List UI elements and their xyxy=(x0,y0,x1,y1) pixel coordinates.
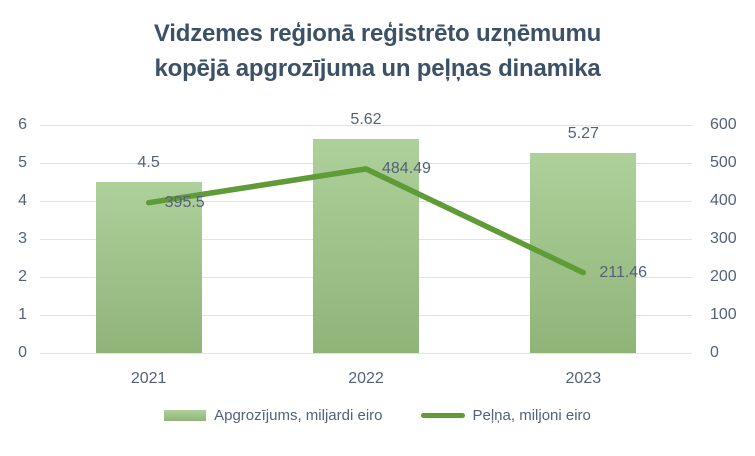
chart-title-line1: Vidzemes reģionā reģistrēto uzņēmumu xyxy=(153,20,602,47)
bar-data-label: 5.27 xyxy=(567,124,599,142)
legend-item-line-series: Peļņa, miljoni eiro xyxy=(420,407,591,424)
bar-data-label: 4.5 xyxy=(137,154,160,171)
right-axis-tick-label: 0 xyxy=(710,344,719,361)
bar-data-label: 5.62 xyxy=(350,111,382,129)
gridline xyxy=(40,124,692,126)
left-axis-tick-label: 3 xyxy=(18,230,27,247)
legend-label-bar-series: Apgrozījums, miljardi eiro xyxy=(214,407,383,424)
left-axis-tick-label: 2 xyxy=(18,268,27,285)
line-data-label: 484.49 xyxy=(382,159,431,177)
x-axis-label: 2023 xyxy=(565,370,602,387)
right-axis-tick-label: 200 xyxy=(710,268,737,285)
right-axis-tick-label: 300 xyxy=(710,230,737,247)
left-axis-tick-label: 0 xyxy=(18,344,27,361)
gridline xyxy=(40,352,692,354)
x-axis-label: 2022 xyxy=(348,370,384,387)
line-series-swatch-icon xyxy=(420,413,465,418)
line-data-label: 395.5 xyxy=(164,193,205,211)
legend-label-line-series: Peļņa, miljoni eiro xyxy=(472,407,591,424)
bar-2023 xyxy=(530,152,637,353)
right-axis-tick-label: 600 xyxy=(710,116,737,133)
left-axis-tick-label: 5 xyxy=(18,154,27,171)
left-axis-tick-label: 4 xyxy=(18,192,27,209)
left-axis-tick-label: 6 xyxy=(18,116,27,133)
left-axis-tick-label: 1 xyxy=(18,306,27,323)
legend: Apgrozījums, miljardi eiro Peļņa, miljon… xyxy=(0,407,755,424)
legend-item-bar-series: Apgrozījums, miljardi eiro xyxy=(164,407,383,424)
line-data-label: 211.46 xyxy=(599,263,648,281)
chart-title: Vidzemes reģionā reģistrēto uzņēmumu kop… xyxy=(0,16,755,86)
right-axis-tick-label: 500 xyxy=(710,154,737,171)
bar-series-swatch-icon xyxy=(164,410,207,421)
chart-title-line2: kopējā apgrozījuma un peļņas dinamika xyxy=(154,55,601,82)
x-axis-label: 2021 xyxy=(130,370,167,387)
right-axis-tick-label: 400 xyxy=(710,192,737,209)
right-axis-tick-label: 100 xyxy=(710,306,737,323)
